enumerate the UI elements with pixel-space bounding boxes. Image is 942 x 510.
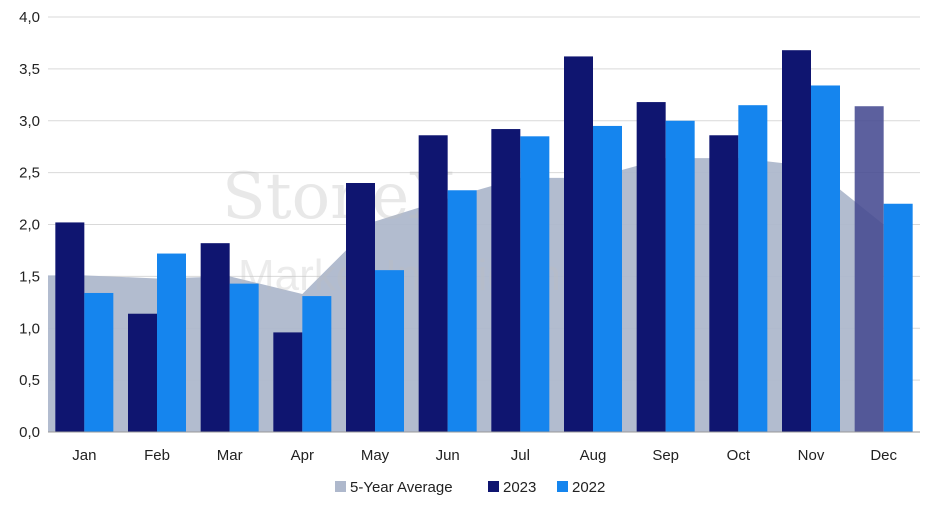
x-tick-label-aug: Aug (580, 447, 607, 464)
x-tick-label-jun: Jun (436, 447, 460, 464)
bar-2023-nov (782, 50, 811, 432)
y-tick-label: 2,5 (19, 165, 40, 182)
bar-2022-jul (520, 136, 549, 432)
bar-2022-dec (884, 204, 913, 432)
bar-2023-dec (855, 106, 884, 432)
bar-2023-oct (709, 135, 738, 432)
bar-2022-jan (84, 293, 113, 432)
bar-2023-mar (201, 243, 230, 432)
y-tick-label: 4,0 (19, 9, 40, 26)
x-tick-label-dec: Dec (870, 447, 897, 464)
y-tick-label: 3,5 (19, 61, 40, 78)
bar-2022-mar (230, 284, 259, 432)
x-tick-label-may: May (361, 447, 390, 464)
bar-2023-sep (637, 102, 666, 432)
x-tick-label-jan: Jan (72, 447, 96, 464)
legend: 5-Year Average 2023 2022 (335, 479, 605, 496)
bar-2022-nov (811, 85, 840, 432)
bar-2023-apr (273, 332, 302, 432)
y-tick-label: 0,0 (19, 424, 40, 441)
bar-2023-aug (564, 56, 593, 432)
bar-2022-sep (666, 121, 695, 432)
x-tick-label-nov: Nov (798, 447, 825, 464)
y-tick-label: 1,5 (19, 268, 40, 285)
legend-swatch-2022 (557, 481, 568, 492)
bar-2022-feb (157, 254, 186, 432)
bar-2023-jan (55, 222, 84, 432)
x-tick-label-mar: Mar (217, 447, 243, 464)
bar-2023-feb (128, 314, 157, 432)
legend-label-2023: 2023 (503, 479, 536, 496)
legend-label-5-year-average: 5-Year Average (350, 479, 453, 496)
bar-2022-apr (302, 296, 331, 432)
bar-2023-jun (419, 135, 448, 432)
bar-2022-oct (738, 105, 767, 432)
bar-2022-jun (448, 190, 477, 432)
x-tick-label-feb: Feb (144, 447, 170, 464)
bar-2023-may (346, 183, 375, 432)
y-tick-label: 2,0 (19, 217, 40, 234)
legend-label-2022: 2022 (572, 479, 605, 496)
legend-swatch-2023 (488, 481, 499, 492)
y-tick-label: 3,0 (19, 113, 40, 130)
y-axis-ticks: 0,0 0,5 1,0 1,5 2,0 2,5 3,0 3,5 4,0 (19, 9, 40, 441)
bar-2022-aug (593, 126, 622, 432)
bar-2022-may (375, 270, 404, 432)
x-axis-ticks: Jan Feb Mar Apr May Jun Jul Aug Sep Oct Nov Dec (72, 447, 897, 464)
x-tick-label-apr: Apr (291, 447, 314, 464)
bar-2023-jul (491, 129, 520, 432)
y-tick-label: 1,0 (19, 320, 40, 337)
legend-swatch-5-year-average (335, 481, 346, 492)
x-tick-label-sep: Sep (652, 447, 679, 464)
y-tick-label: 0,5 (19, 372, 40, 389)
x-tick-label-jul: Jul (511, 447, 530, 464)
x-tick-label-oct: Oct (727, 447, 751, 464)
